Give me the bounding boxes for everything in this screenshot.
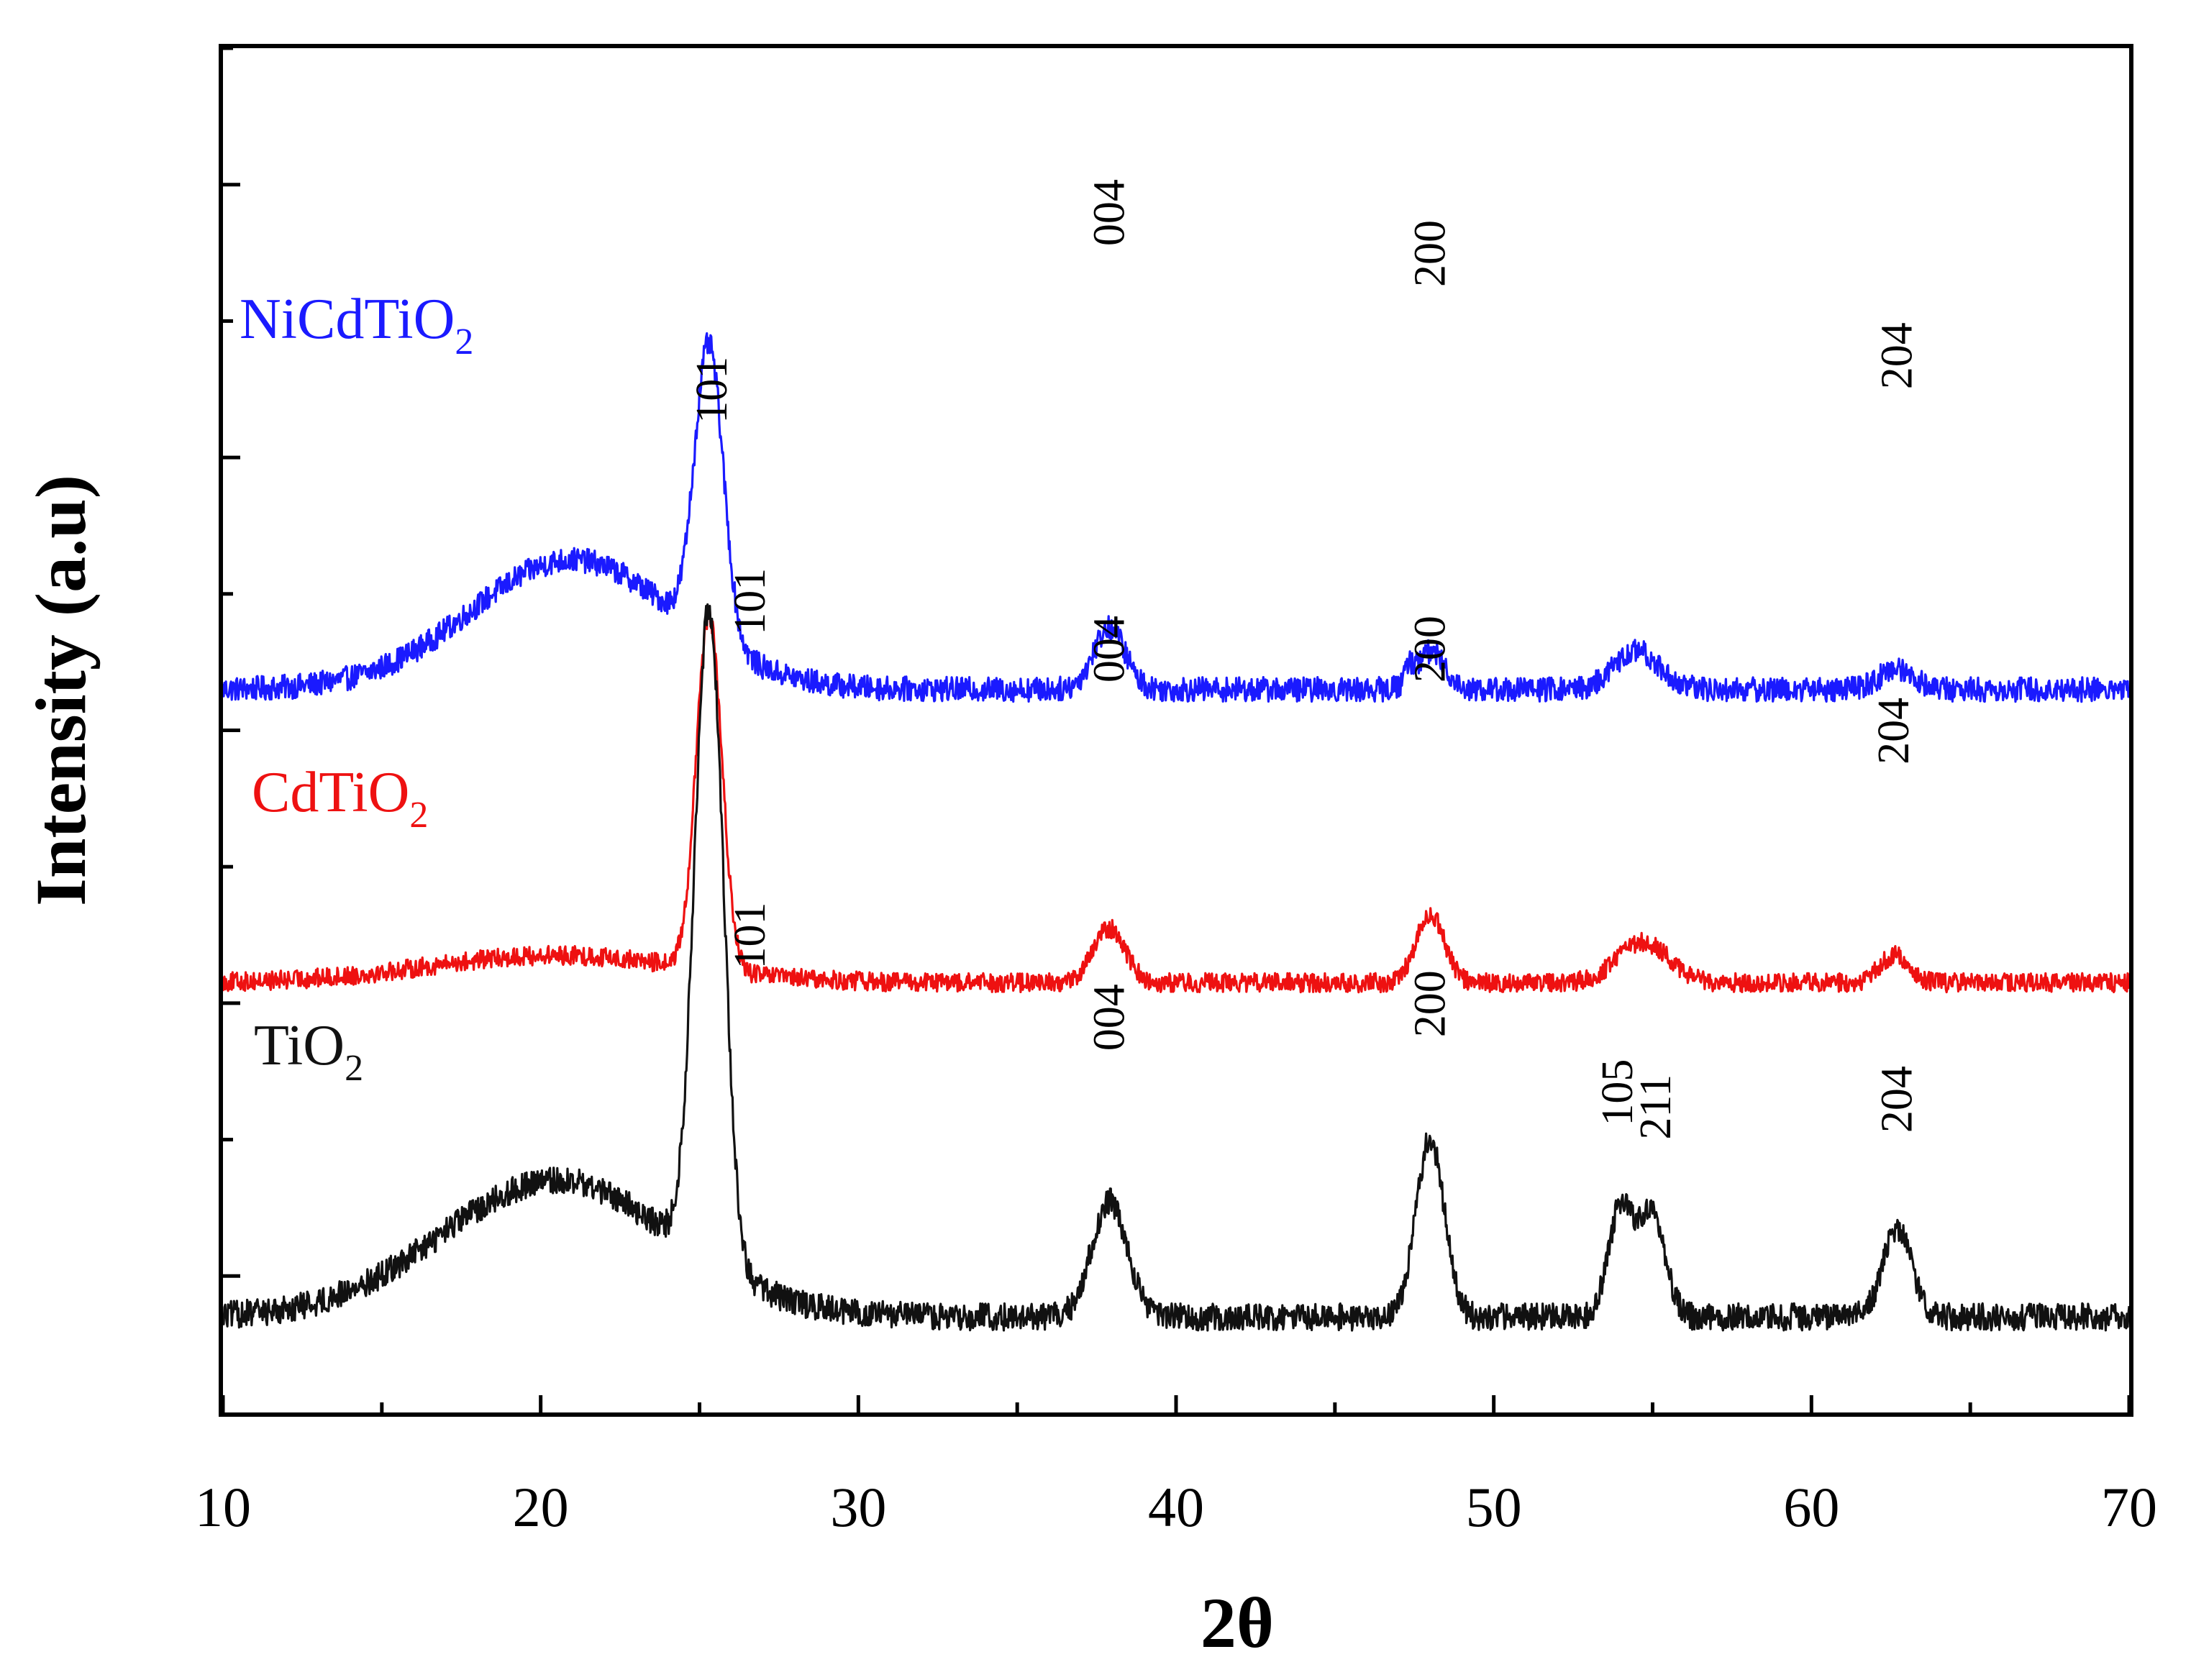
series-label-text: TiO <box>254 1014 345 1077</box>
peak-label-cdtio2-004: 004 <box>1085 616 1134 682</box>
x-axis-label: 2θ <box>1201 1583 1274 1663</box>
x-axis: 10 20 30 40 50 60 70 <box>195 1395 2157 1538</box>
peak-label-tio2-200: 200 <box>1406 970 1454 1037</box>
peak-label-nicdtio2-204: 204 <box>1873 322 1922 389</box>
x-tick-label: 40 <box>1148 1476 1204 1538</box>
x-tick-label: 10 <box>195 1476 251 1538</box>
x-tick-label: 30 <box>830 1476 886 1538</box>
series-layer <box>222 332 2131 1332</box>
series-label-subscript: 2 <box>345 1048 363 1089</box>
peak-label-tio2-204: 204 <box>1873 1066 1922 1133</box>
series-label-tio2: TiO2 <box>254 1014 363 1089</box>
plot-frame <box>219 44 2133 1417</box>
peak-label-nicdtio2-101: 101 <box>688 357 737 424</box>
peak-label-cdtio2-200: 200 <box>1406 616 1454 682</box>
series-label-cdtio2: CdTiO2 <box>252 761 428 836</box>
peak-label-tio2-101: 101 <box>726 903 775 969</box>
series-label-nicdtio2: NiCdTiO2 <box>240 288 473 362</box>
peak-label-tio2-004: 004 <box>1085 984 1134 1051</box>
x-tick-label: 70 <box>2101 1476 2157 1538</box>
y-axis-label: Intensity (a.u) <box>21 475 101 906</box>
series-line-tio2 <box>222 603 2131 1332</box>
series-line-cdtio2 <box>222 606 2131 994</box>
x-tick-label: 60 <box>1783 1476 1839 1538</box>
series-label-text: NiCdTiO <box>240 288 455 351</box>
peak-label-cdtio2-101: 101 <box>726 568 775 635</box>
peak-label-nicdtio2-004: 004 <box>1085 179 1134 246</box>
series-label-text: CdTiO <box>252 761 409 824</box>
peak-label-cdtio2-204: 204 <box>1869 698 1918 764</box>
series-line-nicdtio2 <box>222 332 2131 703</box>
x-tick-label: 50 <box>1466 1476 1522 1538</box>
x-tick-label: 20 <box>513 1476 569 1538</box>
peak-label-tio2-105: 105 <box>1593 1059 1642 1126</box>
series-label-subscript: 2 <box>409 795 428 836</box>
peak-label-nicdtio2-200: 200 <box>1406 220 1454 287</box>
series-label-subscript: 2 <box>455 321 473 362</box>
peak-label-tio2-211: 211 <box>1631 1074 1680 1140</box>
y-axis <box>223 46 240 1278</box>
